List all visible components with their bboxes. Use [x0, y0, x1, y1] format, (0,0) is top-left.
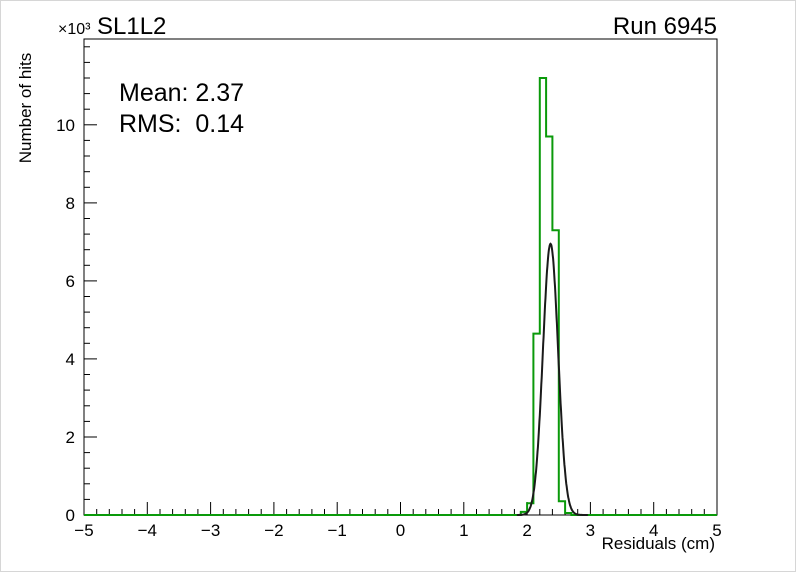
y-tick-label: 8	[66, 194, 75, 213]
x-tick-label: 2	[522, 521, 531, 540]
stats-rms-label: RMS: 0.14	[119, 110, 244, 138]
stats-mean-label: Mean: 2.37	[119, 79, 244, 107]
x-axis-title: Residuals (cm)	[602, 534, 715, 553]
y-tick-label: 4	[66, 350, 75, 369]
x-tick-label: 4	[649, 521, 658, 540]
x-tick-label: 1	[459, 521, 468, 540]
y-tick-label: 2	[66, 428, 75, 447]
x-tick-label: −1	[328, 521, 347, 540]
gaussian-fit-line	[516, 242, 589, 516]
x-tick-label: −2	[264, 521, 283, 540]
axes-layer: −5 −4 −3 −2 −1 0 1 2 3 4 5 0 2 4 6 8 10	[56, 38, 722, 540]
x-tick-label: 0	[396, 521, 405, 540]
x-tick-label: 5	[712, 521, 721, 540]
x-tick-label: −4	[138, 521, 157, 540]
y-axis-title: Number of hits	[16, 53, 35, 164]
y-tick-label: 10	[56, 116, 75, 135]
y-tick-label: 6	[66, 272, 75, 291]
y-tick-label: 0	[66, 506, 75, 525]
x-tick-label: −3	[201, 521, 220, 540]
x-tick-label: −5	[74, 521, 93, 540]
plot-title: SL1L2	[97, 13, 166, 40]
x-tick-label: 3	[586, 521, 595, 540]
histogram-line	[84, 77, 717, 516]
run-number-label: Run 6945	[613, 13, 717, 40]
y-axis-multiplier-label: ×10³	[58, 21, 91, 38]
series-layer	[84, 77, 717, 516]
